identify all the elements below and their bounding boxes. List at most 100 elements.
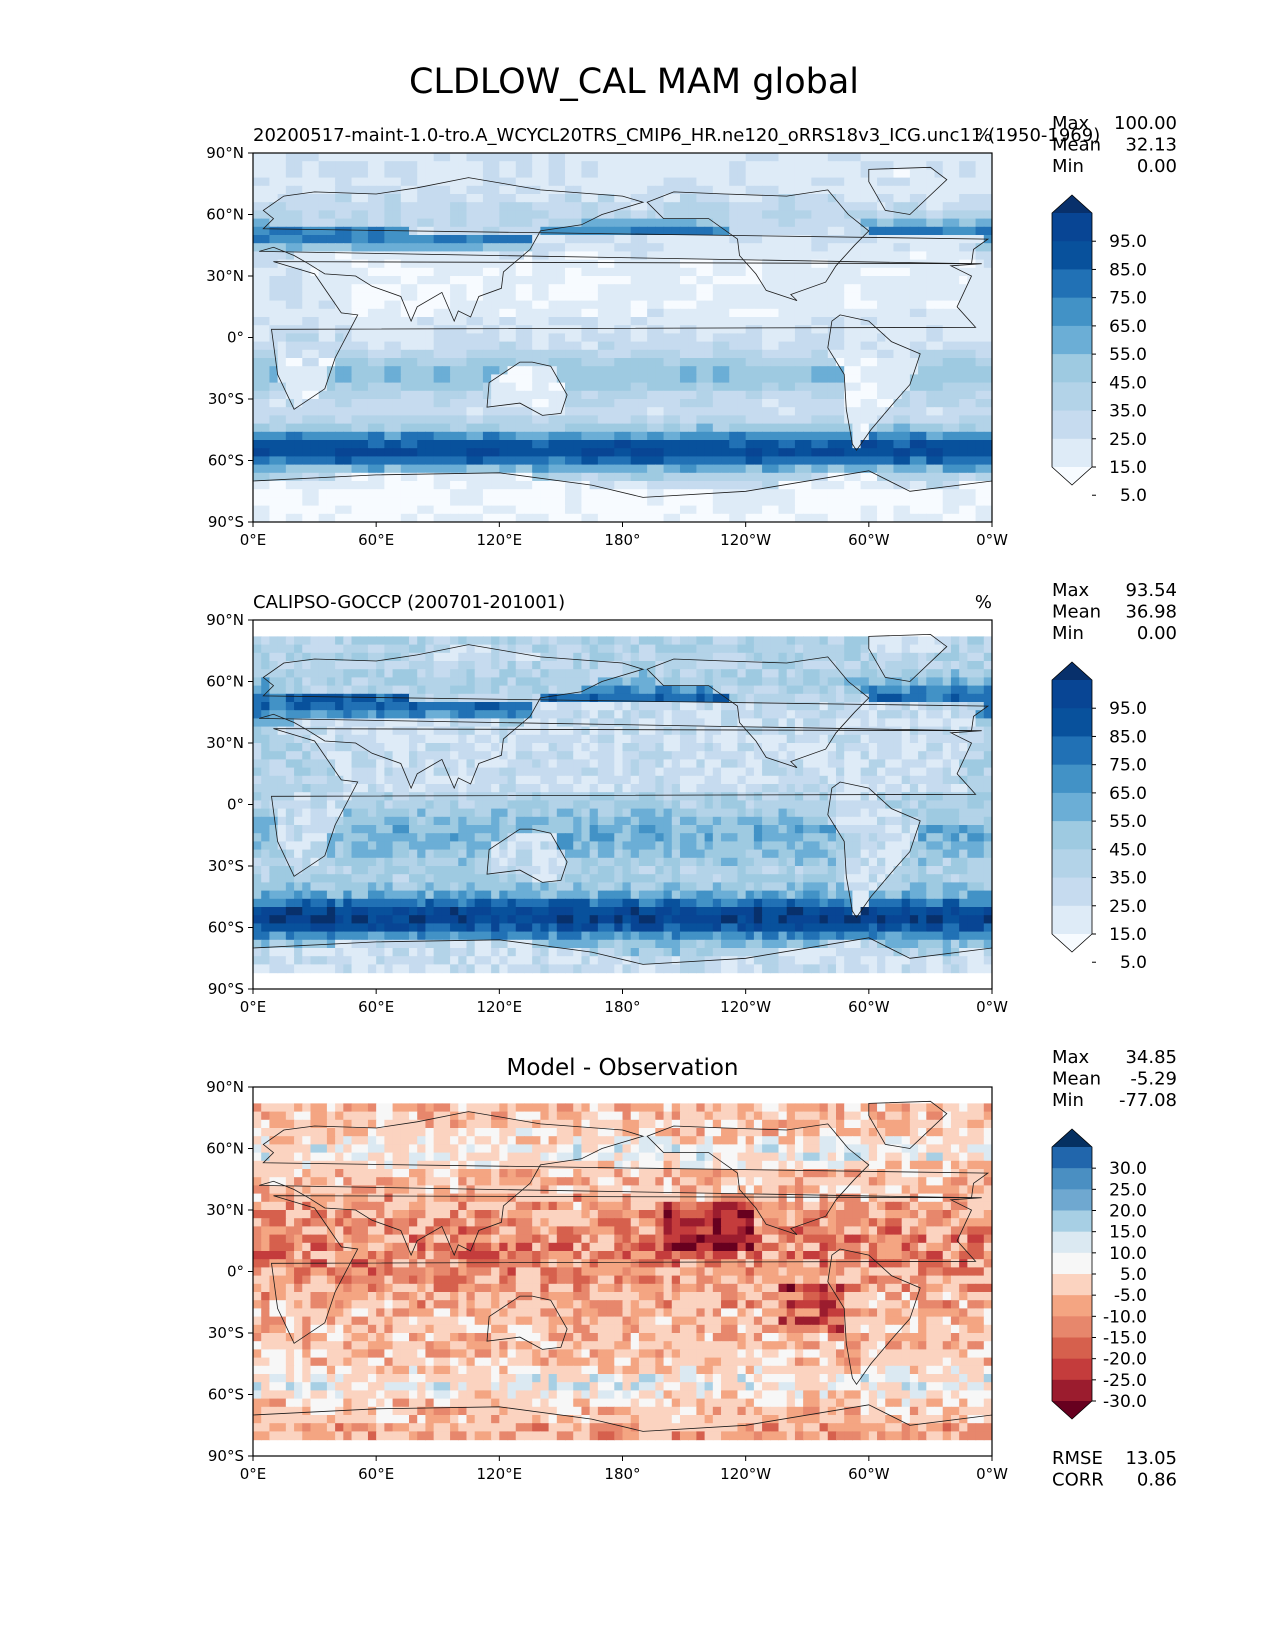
field-cell (532, 472, 541, 482)
field-cell (425, 431, 435, 441)
field-cell (606, 390, 615, 400)
field-cell (679, 661, 689, 670)
field-cell (655, 652, 665, 662)
field-cell (565, 464, 574, 474)
field-cell (359, 440, 369, 449)
field-cell (827, 169, 837, 179)
field-cell (499, 390, 509, 400)
field-cell (376, 374, 385, 384)
field-cell (269, 292, 279, 302)
field-cell (909, 169, 919, 179)
field-cell (253, 218, 262, 228)
field-cell (499, 415, 509, 425)
field-cell (482, 202, 492, 211)
field-cell (852, 489, 862, 498)
field-cell (778, 505, 788, 515)
field-cell (335, 153, 344, 162)
field-cell (523, 153, 533, 162)
field-cell (786, 341, 796, 351)
field-cell (458, 513, 468, 522)
field-cell (835, 693, 845, 703)
field-cell (696, 333, 706, 343)
field-cell (614, 472, 624, 482)
field-cell (606, 276, 615, 285)
field-cell (261, 677, 271, 687)
field-cell (326, 325, 336, 334)
field-cell (417, 374, 427, 384)
field-cell (622, 308, 632, 318)
field-cell (532, 202, 541, 211)
field-cell (622, 218, 632, 228)
field-cell (441, 407, 451, 416)
field-cell (811, 358, 821, 367)
field-cell (318, 284, 328, 293)
field-cell (269, 693, 279, 703)
field-cell (918, 652, 927, 662)
field-cell (688, 677, 697, 687)
field-cell (606, 431, 615, 441)
field-cell (942, 161, 952, 170)
field-cell (811, 440, 821, 449)
field-cell (762, 685, 771, 695)
field-cell (770, 669, 780, 678)
field-cell (450, 259, 459, 269)
field-cell (523, 382, 533, 392)
field-cell (310, 169, 320, 179)
field-cell (491, 300, 500, 310)
field-cell (499, 489, 509, 498)
field-cell (400, 218, 410, 228)
field-cell (466, 693, 476, 703)
field-cell (786, 226, 796, 236)
field-cell (581, 210, 591, 220)
field-cell (786, 390, 796, 400)
field-cell (786, 448, 796, 457)
field-cell (753, 366, 763, 375)
field-cell (482, 267, 492, 277)
field-cell (819, 472, 829, 482)
field-cell (384, 349, 394, 359)
colorbar-tick-label: 25.0 (1109, 430, 1147, 450)
field-cell (877, 300, 886, 310)
field-cell (409, 202, 418, 211)
field-cell (909, 308, 919, 318)
field-cell (786, 693, 796, 703)
field-cell (409, 685, 418, 695)
field-cell (827, 481, 837, 490)
field-cell (630, 169, 640, 179)
field-cell (778, 693, 788, 703)
field-cell (819, 382, 829, 392)
field-cell (417, 652, 427, 662)
field-cell (975, 693, 985, 703)
field-cell (532, 505, 541, 515)
field-cell (384, 431, 394, 441)
field-cell (671, 194, 681, 203)
field-cell (753, 431, 763, 441)
field-cell (433, 661, 443, 670)
field-cell (376, 685, 385, 695)
field-cell (942, 693, 952, 703)
field-cell (663, 169, 673, 179)
field-cell (696, 702, 706, 711)
field-cell (967, 226, 977, 236)
field-cell (335, 702, 344, 711)
field-cell (261, 407, 271, 416)
field-cell (622, 177, 632, 187)
field-cell (326, 251, 336, 261)
field-cell (745, 210, 755, 220)
field-cell (959, 210, 968, 220)
field-cell (614, 710, 624, 719)
field-cell (589, 464, 599, 474)
field-cell (770, 292, 780, 302)
field-cell (942, 685, 952, 695)
field-cell (762, 358, 771, 367)
field-cell (482, 505, 492, 515)
field-cell (466, 423, 476, 433)
field-cell (548, 308, 558, 318)
field-cell (835, 390, 845, 400)
field-cell (893, 333, 903, 343)
field-cell (729, 489, 739, 498)
field-cell (745, 407, 755, 416)
field-cell (367, 497, 377, 507)
field-cell (367, 710, 377, 719)
field-cell (679, 390, 689, 400)
